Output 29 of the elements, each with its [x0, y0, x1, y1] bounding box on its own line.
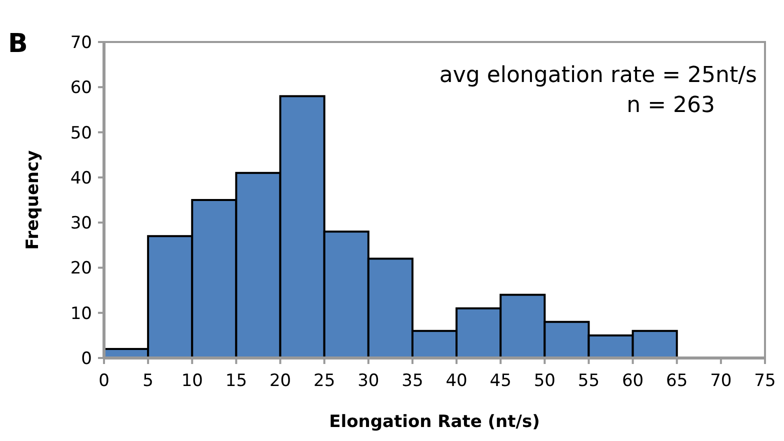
- y-tick-label: 10: [70, 304, 92, 324]
- x-tick-label: 55: [578, 371, 600, 391]
- y-axis-title: Frequency: [23, 150, 43, 250]
- x-tick-label: 15: [225, 371, 248, 391]
- x-tick-label: 0: [98, 371, 110, 391]
- y-tick-label: 60: [70, 78, 92, 98]
- x-tick-label: 75: [754, 371, 776, 391]
- x-tick-label: 70: [710, 371, 732, 391]
- x-axis-title: Elongation Rate (nt/s): [329, 412, 540, 432]
- x-tick-label: 50: [534, 371, 556, 391]
- x-tick-label: 45: [490, 371, 512, 391]
- y-tick-label: 30: [70, 214, 92, 234]
- y-tick-label: 20: [70, 258, 92, 279]
- x-tick-label: 40: [446, 371, 468, 391]
- x-tick-label: 35: [402, 371, 424, 391]
- annotation: n = 263: [626, 93, 715, 118]
- annotation: avg elongation rate = 25nt/s: [439, 63, 757, 88]
- y-tick-label: 40: [70, 168, 92, 188]
- x-tick-label: 60: [622, 371, 644, 391]
- x-tick-label: 25: [314, 371, 336, 391]
- y-tick-label: 0: [81, 349, 92, 369]
- text: B: [8, 29, 28, 59]
- y-tick-label: 50: [70, 123, 92, 144]
- x-tick-label: 65: [666, 371, 688, 391]
- x-tick-label: 30: [358, 371, 380, 391]
- x-tick-label: 20: [269, 371, 292, 391]
- x-tick-label: 5: [142, 371, 154, 391]
- y-tick-label: 70: [70, 33, 92, 53]
- x-tick-label: 10: [181, 371, 203, 391]
